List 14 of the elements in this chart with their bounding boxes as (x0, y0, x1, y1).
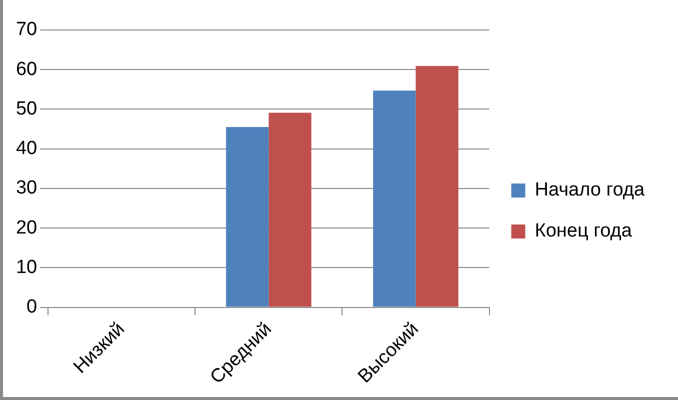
bar (373, 90, 416, 307)
bar (226, 127, 269, 307)
y-tick-label: 30 (16, 178, 38, 199)
y-tick-label: 20 (16, 217, 38, 238)
legend-label: Начало года (534, 180, 645, 201)
legend-label: Конец года (534, 220, 632, 242)
y-tick-label: 10 (16, 256, 38, 278)
y-tick-label: 60 (16, 58, 38, 80)
y-tick-label: 0 (26, 296, 38, 318)
y-tick-label: 40 (16, 138, 38, 160)
y-tick-label: 50 (16, 98, 38, 120)
bar (268, 112, 312, 307)
y-tick-label: 70 (16, 19, 38, 40)
bar (416, 66, 458, 307)
